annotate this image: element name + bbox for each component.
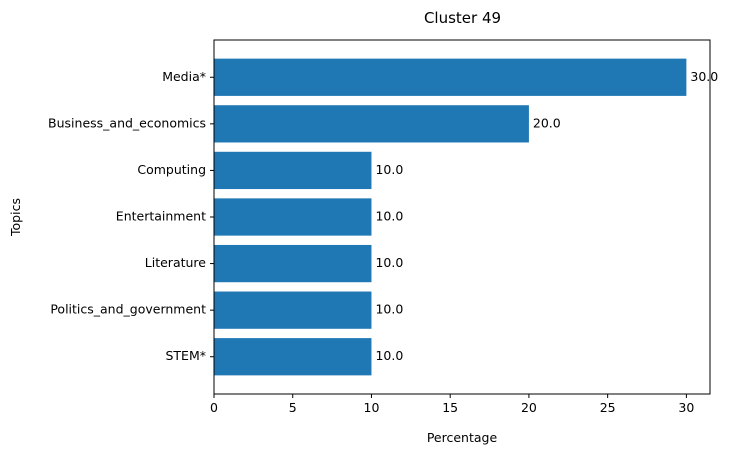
bar — [214, 338, 372, 376]
plot-frame — [213, 39, 711, 395]
x-tick-label: 25 — [600, 400, 616, 415]
x-axis-label: Percentage — [427, 430, 498, 445]
bar — [214, 151, 372, 190]
data-label: 10.0 — [375, 302, 403, 317]
category-label: Computing — [137, 162, 206, 177]
x-tick-label: 5 — [289, 400, 297, 415]
data-label: 20.0 — [533, 115, 561, 130]
category-label: Literature — [145, 255, 207, 270]
x-axis-ticks: 0 5 10 15 20 25 30 — [210, 394, 694, 415]
data-label: 30.0 — [690, 69, 718, 84]
bar — [214, 58, 687, 96]
data-label: 10.0 — [375, 348, 403, 363]
chart-title: Cluster 49 — [424, 9, 501, 27]
x-tick-label: 0 — [210, 400, 218, 415]
bar — [214, 244, 372, 283]
category-label: Business_and_economics — [48, 115, 206, 130]
category-label: Politics_and_government — [50, 302, 206, 317]
bars-group — [214, 58, 687, 376]
x-tick-label: 10 — [364, 400, 380, 415]
bar — [214, 198, 372, 236]
data-label: 10.0 — [375, 209, 403, 224]
data-labels: 30.0 20.0 10.0 10.0 10.0 10.0 10.0 — [375, 69, 718, 363]
data-label: 10.0 — [375, 162, 403, 177]
bar — [214, 291, 372, 329]
x-tick-label: 15 — [442, 400, 458, 415]
category-label: STEM* — [165, 348, 206, 363]
category-label: Entertainment — [116, 209, 206, 224]
data-label: 10.0 — [375, 255, 403, 270]
category-labels: Media* Business_and_economics Computing Ent… — [48, 69, 214, 363]
y-axis-label: Topics — [8, 198, 23, 237]
bar — [214, 105, 529, 143]
x-tick-label: 30 — [678, 400, 694, 415]
category-label: Media* — [162, 69, 206, 84]
x-tick-label: 20 — [521, 400, 537, 415]
